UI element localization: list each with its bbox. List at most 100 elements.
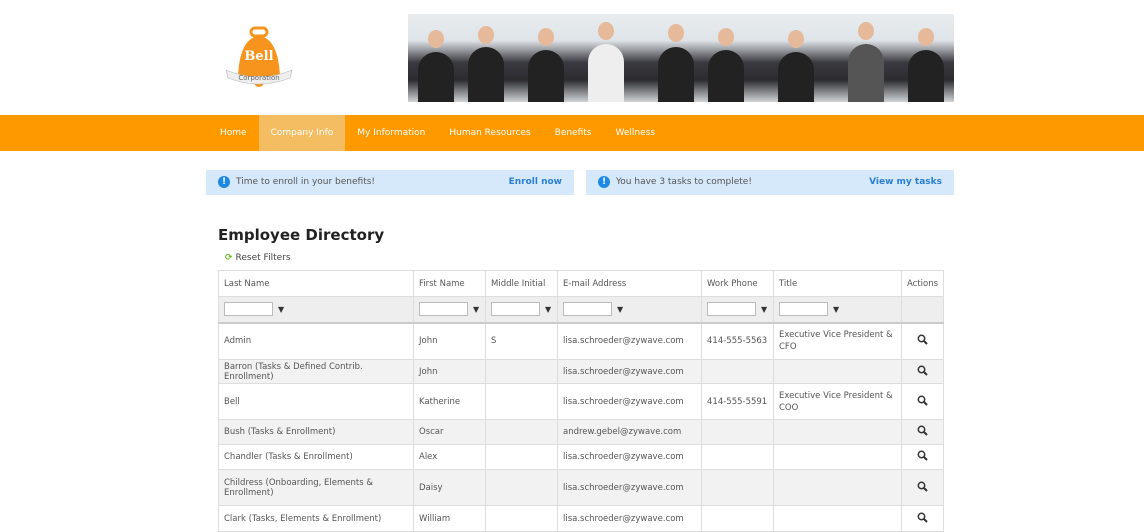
view-details-icon[interactable]: [917, 481, 928, 492]
cell-work-phone: [701, 444, 774, 470]
svg-text:Bell: Bell: [244, 49, 273, 64]
view-details-button[interactable]: [900, 322, 945, 360]
filter-icon[interactable]: ▼: [278, 304, 285, 314]
table-row[interactable]: Childress (Onboarding, Elements & Enroll…: [218, 469, 945, 506]
cell-first-name: John: [413, 359, 486, 384]
cell-title: [773, 444, 902, 470]
enroll-now-link[interactable]: Enroll now: [508, 177, 562, 187]
cell-work-phone: [701, 505, 774, 532]
cell-middle-initial: [485, 383, 558, 420]
table-row[interactable]: Bush (Tasks & Enrollment) Oscar andrew.geb…: [218, 419, 945, 445]
main-nav: Home Company Info My Information Human R…: [0, 115, 1144, 151]
table-row[interactable]: Barron (Tasks & Defined Contrib. Enrollm…: [218, 359, 945, 384]
cell-first-name: William: [413, 505, 486, 532]
cell-middle-initial: S: [485, 322, 558, 360]
cell-middle-initial: [485, 359, 558, 384]
table-row[interactable]: Bell Katherine lisa.schroeder@zywave.com 41…: [218, 383, 945, 420]
nav-company-info[interactable]: Company Info: [258, 115, 346, 151]
column-header-first-name[interactable]: First Name: [413, 270, 486, 297]
cell-title: [773, 359, 902, 384]
cell-first-name: Alex: [413, 444, 486, 470]
column-header-actions: Actions: [900, 270, 945, 297]
employee-table: Last Name First Name Middle Initial E-ma…: [218, 270, 945, 532]
cell-work-phone: [701, 469, 774, 506]
view-details-button[interactable]: [900, 444, 945, 470]
column-header-email[interactable]: E-mail Address: [557, 270, 702, 297]
work-phone-filter-input[interactable]: [707, 302, 756, 317]
last-name-filter-input[interactable]: [224, 302, 273, 317]
alert-message: You have 3 tasks to complete!: [616, 177, 752, 187]
header-banner-photo: [408, 14, 954, 102]
cell-middle-initial: [485, 444, 558, 470]
cell-title: [773, 419, 902, 445]
nav-home[interactable]: Home: [220, 128, 247, 138]
cell-first-name: John: [413, 322, 486, 360]
info-icon: !: [598, 176, 610, 188]
nav-human-resources[interactable]: Human Resources: [449, 128, 531, 138]
cell-last-name: Barron (Tasks & Defined Contrib. Enrollm…: [218, 359, 414, 384]
cell-work-phone: 414-555-5563: [701, 322, 774, 360]
column-header-work-phone[interactable]: Work Phone: [701, 270, 774, 297]
cell-last-name: Clark (Tasks, Elements & Enrollment): [218, 505, 414, 532]
view-details-icon[interactable]: [917, 425, 928, 436]
middle-initial-filter-input[interactable]: [491, 302, 540, 317]
cell-first-name: Oscar: [413, 419, 486, 445]
view-details-icon[interactable]: [917, 395, 928, 406]
cell-middle-initial: [485, 469, 558, 506]
tasks-alert: ! You have 3 tasks to complete! View my …: [586, 170, 954, 195]
filter-icon[interactable]: ▼: [473, 304, 480, 314]
view-details-button[interactable]: [900, 469, 945, 506]
nav-benefits[interactable]: Benefits: [554, 128, 592, 138]
nav-my-information[interactable]: My Information: [357, 128, 426, 138]
cell-last-name: Childress (Onboarding, Elements & Enroll…: [218, 469, 414, 506]
column-header-last-name[interactable]: Last Name: [218, 270, 414, 297]
filter-icon[interactable]: ▼: [545, 304, 552, 314]
cell-work-phone: [701, 419, 774, 445]
title-filter-input[interactable]: [779, 302, 828, 317]
cell-title: [773, 505, 902, 532]
cell-email: lisa.schroeder@zywave.com: [557, 444, 702, 470]
cell-last-name: Admin: [218, 322, 414, 360]
cell-middle-initial: [485, 505, 558, 532]
view-details-button[interactable]: [900, 383, 945, 420]
cell-first-name: Daisy: [413, 469, 486, 506]
refresh-icon: ⟳: [225, 253, 233, 263]
cell-title: Executive Vice President & CFO: [773, 322, 902, 360]
reset-filters-label: Reset Filters: [235, 253, 291, 263]
enroll-alert: ! Time to enroll in your benefits! Enrol…: [206, 170, 574, 195]
bell-corporation-logo[interactable]: Bell Corporation: [222, 26, 296, 92]
first-name-filter-input[interactable]: [419, 302, 468, 317]
cell-last-name: Chandler (Tasks & Enrollment): [218, 444, 414, 470]
view-details-icon[interactable]: [917, 450, 928, 461]
column-header-middle-initial[interactable]: Middle Initial: [485, 270, 558, 297]
email-filter-input[interactable]: [563, 302, 612, 317]
filter-icon[interactable]: ▼: [761, 304, 768, 314]
cell-email: lisa.schroeder@zywave.com: [557, 322, 702, 360]
view-my-tasks-link[interactable]: View my tasks: [869, 177, 942, 187]
nav-wellness[interactable]: Wellness: [615, 128, 656, 138]
view-details-button[interactable]: [900, 419, 945, 445]
reset-filters-button[interactable]: ⟳ Reset Filters: [225, 253, 291, 263]
cell-email: lisa.schroeder@zywave.com: [557, 359, 702, 384]
table-row[interactable]: Chandler (Tasks & Enrollment) Alex lisa.sc…: [218, 444, 945, 470]
view-details-button[interactable]: [900, 359, 945, 384]
filter-icon[interactable]: ▼: [833, 304, 840, 314]
column-header-title[interactable]: Title: [773, 270, 902, 297]
cell-email: lisa.schroeder@zywave.com: [557, 383, 702, 420]
page-title: Employee Directory: [218, 226, 385, 244]
alert-message: Time to enroll in your benefits!: [236, 177, 376, 187]
info-icon: !: [218, 176, 230, 188]
view-details-icon[interactable]: [917, 334, 928, 345]
cell-first-name: Katherine: [413, 383, 486, 420]
table-row[interactable]: Clark (Tasks, Elements & Enrollment) Will…: [218, 505, 945, 532]
view-details-button[interactable]: [900, 505, 945, 532]
view-details-icon[interactable]: [917, 365, 928, 376]
view-details-icon[interactable]: [917, 512, 928, 523]
cell-last-name: Bell: [218, 383, 414, 420]
cell-title: [773, 469, 902, 506]
cell-work-phone: [701, 359, 774, 384]
filter-icon[interactable]: ▼: [617, 304, 624, 314]
cell-email: lisa.schroeder@zywave.com: [557, 505, 702, 532]
svg-text:Corporation: Corporation: [238, 74, 279, 82]
